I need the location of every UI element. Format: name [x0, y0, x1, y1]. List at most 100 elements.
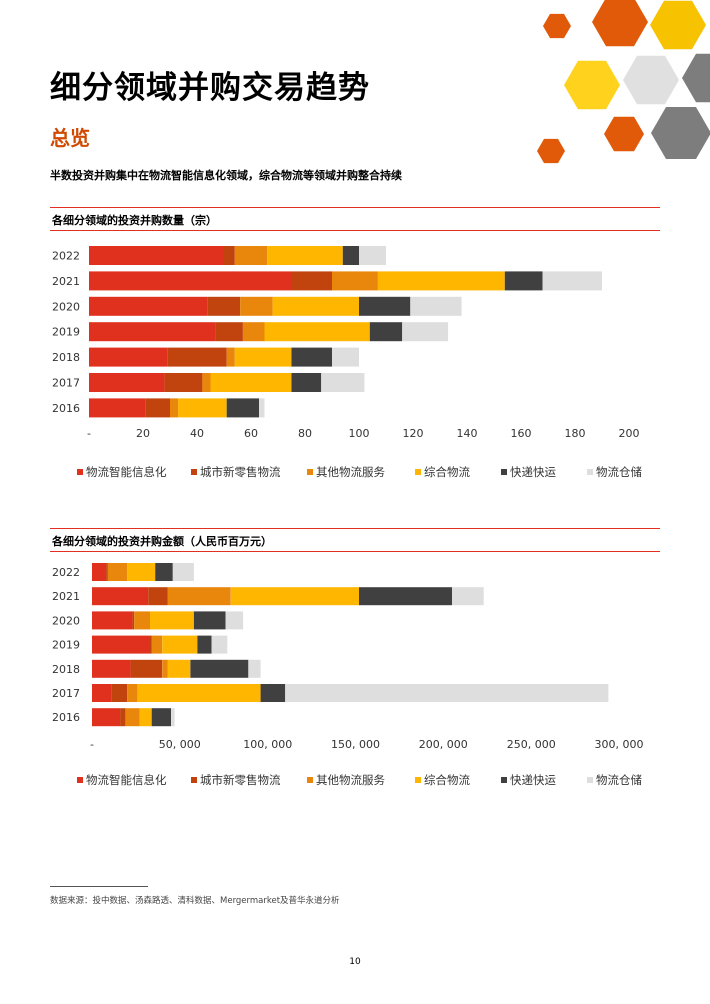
bar-2017-series-0: [89, 373, 165, 392]
hexagon-shape-1: [592, 0, 648, 47]
legend-label-0: 物流智能信息化: [86, 773, 167, 787]
hexagon-shape-8: [537, 138, 565, 164]
tick-label-2: 40: [190, 427, 204, 440]
bar-2021-series-2: [332, 271, 378, 291]
bar-2019-series-4: [369, 322, 403, 342]
bar-2020-series-5: [225, 611, 244, 630]
bar-2016-series-3: [139, 708, 152, 727]
category-label-2018: 2018: [52, 663, 80, 676]
bar-2018-series-5: [332, 347, 359, 367]
bar-2018-series-3: [167, 659, 191, 678]
footnote-divider: [50, 886, 148, 887]
tick-label-2: 100, 000: [243, 738, 292, 751]
bar-2016-series-0: [89, 398, 146, 418]
category-label-2017: 2017: [52, 377, 80, 390]
bar-2017-series-4: [291, 373, 322, 392]
hexagon-shape-5: [682, 53, 710, 103]
bar-2017-series-4: [260, 684, 286, 702]
chart-2-title: 各细分领域的投资并购金额（人民币百万元）: [52, 535, 272, 548]
tick-label-5: 250, 000: [507, 738, 556, 751]
tick-label-3: 60: [244, 427, 258, 440]
bar-2021-series-5: [542, 271, 602, 291]
tick-label-0: -: [87, 427, 91, 440]
bar-2020-series-4: [359, 296, 411, 316]
bar-2016-series-2: [170, 398, 179, 418]
legend-label-3: 综合物流: [424, 465, 470, 479]
footnote-source: 数据来源：投中数据、汤森路透、清科数据、Mergermarket及普华永道分析: [50, 896, 340, 906]
bar-2019-series-2: [151, 635, 163, 654]
tick-label-5: 100: [349, 427, 370, 440]
legend-swatch-5: [587, 469, 593, 475]
tick-label-6: 300, 000: [595, 738, 644, 751]
tick-label-0: -: [90, 738, 94, 751]
bar-2022-series-2: [107, 563, 128, 581]
bar-2021-series-5: [452, 587, 484, 606]
legend-label-4: 快递快运: [510, 465, 556, 479]
bar-2018-series-4: [190, 659, 249, 678]
bar-2019-series-2: [242, 322, 265, 342]
page-title: 细分领域并购交易趋势: [50, 70, 370, 106]
legend-swatch-0: [77, 777, 83, 783]
bar-2022-series-4: [342, 246, 359, 265]
tick-label-10: 200: [619, 427, 640, 440]
bar-2018-series-2: [226, 347, 235, 367]
bar-2021-series-1: [291, 271, 332, 291]
bar-2020-series-3: [150, 611, 194, 630]
category-label-2020: 2020: [52, 614, 80, 627]
legend-label-5: 物流仓储: [596, 773, 642, 787]
tick-label-8: 160: [511, 427, 532, 440]
bar-2021-series-3: [230, 587, 359, 606]
hexagon-shape-3: [564, 60, 620, 110]
category-label-2022: 2022: [52, 566, 80, 579]
category-label-2016: 2016: [52, 402, 80, 415]
legend-swatch-1: [191, 469, 197, 475]
bar-2017-series-5: [285, 684, 609, 702]
bar-2017-series-0: [92, 684, 112, 702]
page-number: 10: [349, 957, 361, 967]
bar-2017-series-2: [202, 373, 211, 392]
legend-swatch-2: [307, 777, 313, 783]
category-label-2019: 2019: [52, 326, 80, 339]
legend-swatch-4: [501, 777, 507, 783]
legend-label-3: 综合物流: [424, 773, 470, 787]
chart-deal-count: 2022 2021 2020 2019 2018 2017 2016- 20 40 60 80 100…: [52, 246, 642, 479]
legend-label-1: 城市新零售物流: [200, 465, 281, 479]
chart-1-header: 各细分领域的投资并购数量（宗）: [50, 207, 660, 231]
bar-2021-series-0: [89, 271, 292, 291]
legend-swatch-0: [77, 469, 83, 475]
hexagon-shape-0: [543, 13, 571, 39]
bar-2019-series-0: [89, 322, 216, 342]
bar-2017-series-5: [321, 373, 365, 392]
legend-label-4: 快递快运: [510, 773, 556, 787]
bar-2016-series-1: [145, 398, 170, 418]
bar-2016-series-4: [151, 708, 171, 727]
bar-2022-series-0: [92, 563, 107, 581]
tick-label-9: 180: [565, 427, 586, 440]
tick-label-3: 150, 000: [331, 738, 380, 751]
bar-2017-series-2: [127, 684, 138, 702]
category-label-2021: 2021: [52, 275, 80, 288]
hexagon-decoration: [537, 0, 710, 164]
bar-2018-series-1: [130, 659, 163, 678]
bar-2020-series-5: [410, 296, 462, 316]
category-label-2019: 2019: [52, 639, 80, 652]
bar-2018-series-0: [92, 659, 131, 678]
bar-2019-series-5: [402, 322, 449, 342]
bar-2021-series-0: [92, 587, 149, 606]
category-label-2017: 2017: [52, 687, 80, 700]
bar-2019-series-4: [197, 635, 212, 654]
bar-2022-series-3: [127, 563, 156, 581]
bar-2022-series-1: [224, 246, 235, 265]
legend-swatch-1: [191, 777, 197, 783]
bar-2022-series-1: [106, 563, 108, 581]
bar-2017-series-3: [137, 684, 261, 702]
tick-label-4: 200, 000: [419, 738, 468, 751]
category-label-2022: 2022: [52, 250, 80, 263]
bar-2020-series-0: [92, 611, 133, 630]
bar-2020-series-1: [132, 611, 135, 630]
bar-2016-series-5: [259, 398, 265, 418]
bar-2017-series-1: [111, 684, 128, 702]
bar-2020-series-3: [272, 296, 359, 316]
category-label-2016: 2016: [52, 711, 80, 724]
bar-2016-series-2: [125, 708, 140, 727]
